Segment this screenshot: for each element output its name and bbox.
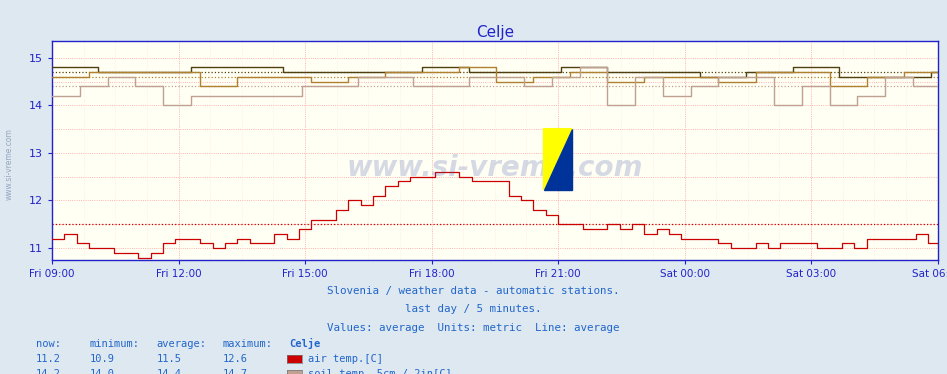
Text: now:: now: (36, 339, 61, 349)
Text: soil temp. 5cm / 2in[C]: soil temp. 5cm / 2in[C] (308, 369, 452, 374)
Text: maximum:: maximum: (223, 339, 273, 349)
Text: 12.6: 12.6 (223, 354, 247, 364)
Polygon shape (544, 129, 572, 190)
Text: minimum:: minimum: (90, 339, 140, 349)
Text: 14.2: 14.2 (36, 369, 61, 374)
Text: average:: average: (156, 339, 206, 349)
Text: 14.4: 14.4 (156, 369, 181, 374)
Text: www.si-vreme.com: www.si-vreme.com (5, 129, 14, 200)
Text: Slovenia / weather data - automatic stations.: Slovenia / weather data - automatic stat… (328, 286, 619, 295)
Text: 14.7: 14.7 (223, 369, 247, 374)
Text: 11.2: 11.2 (36, 354, 61, 364)
Polygon shape (544, 129, 572, 190)
Text: 14.0: 14.0 (90, 369, 115, 374)
Text: 10.9: 10.9 (90, 354, 115, 364)
Text: 11.5: 11.5 (156, 354, 181, 364)
Text: last day / 5 minutes.: last day / 5 minutes. (405, 304, 542, 314)
Text: Values: average  Units: metric  Line: average: Values: average Units: metric Line: aver… (328, 323, 619, 333)
Title: Celje: Celje (475, 25, 514, 40)
Text: www.si-vreme.com: www.si-vreme.com (347, 154, 643, 182)
Text: Celje: Celje (289, 338, 320, 349)
Text: air temp.[C]: air temp.[C] (308, 354, 383, 364)
